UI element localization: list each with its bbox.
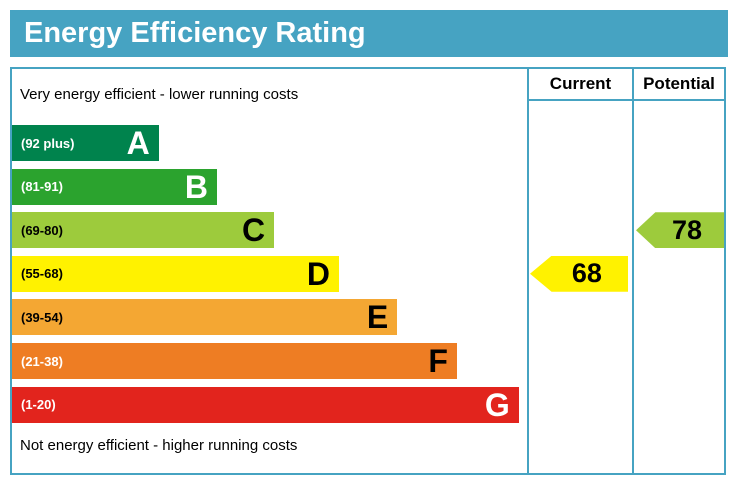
band-letter: E — [366, 299, 389, 336]
chart-title: Energy Efficiency Rating — [24, 17, 366, 49]
band-bar-c: (69-80) C — [12, 212, 275, 249]
band-bar-a: (92 plus) A — [12, 125, 159, 161]
band-letter: A — [126, 125, 150, 161]
bottom-caption: Not energy efficient - higher running co… — [20, 437, 298, 454]
current-column-header: Current — [529, 69, 632, 101]
band-bar-d: (55-68) D — [12, 255, 340, 292]
band-letter: C — [242, 212, 266, 249]
band-range-label: (69-80) — [21, 222, 63, 238]
band-range-label: (92 plus) — [21, 135, 75, 151]
band-bar-b: (81-91) B — [12, 168, 217, 205]
band-range-label: (55-68) — [21, 266, 63, 282]
band-letter: F — [428, 343, 448, 379]
band-letter: G — [484, 386, 510, 423]
potential-rating-arrow: 78 — [636, 212, 724, 249]
band-range-label: (81-91) — [21, 179, 63, 195]
band-bar-e: (39-54) E — [12, 299, 398, 336]
band-range-label: (1-20) — [21, 397, 56, 413]
current-column-divider — [527, 69, 529, 473]
potential-column-header: Potential — [634, 69, 724, 101]
potential-column-divider — [632, 69, 634, 473]
band-range-label: (21-38) — [21, 353, 63, 369]
chart-title-bar: Energy Efficiency Rating — [10, 10, 728, 57]
top-caption: Very energy efficient - lower running co… — [20, 86, 299, 103]
current-rating-arrow: 68 — [530, 255, 628, 292]
bands: (92 plus) A (81-91) B (69-80) C (55-68) D (39-54… — [12, 125, 527, 425]
band-letter: D — [306, 255, 331, 292]
chart-box: Current Potential Very energy efficient … — [10, 67, 726, 475]
potential-rating-value: 78 — [672, 214, 703, 245]
current-rating-value: 68 — [571, 258, 602, 289]
band-range-label: (39-54) — [21, 309, 63, 325]
band-bar-g: (1-20) G — [12, 386, 519, 423]
band-letter: B — [184, 168, 208, 205]
band-bar-f: (21-38) F — [12, 343, 457, 379]
